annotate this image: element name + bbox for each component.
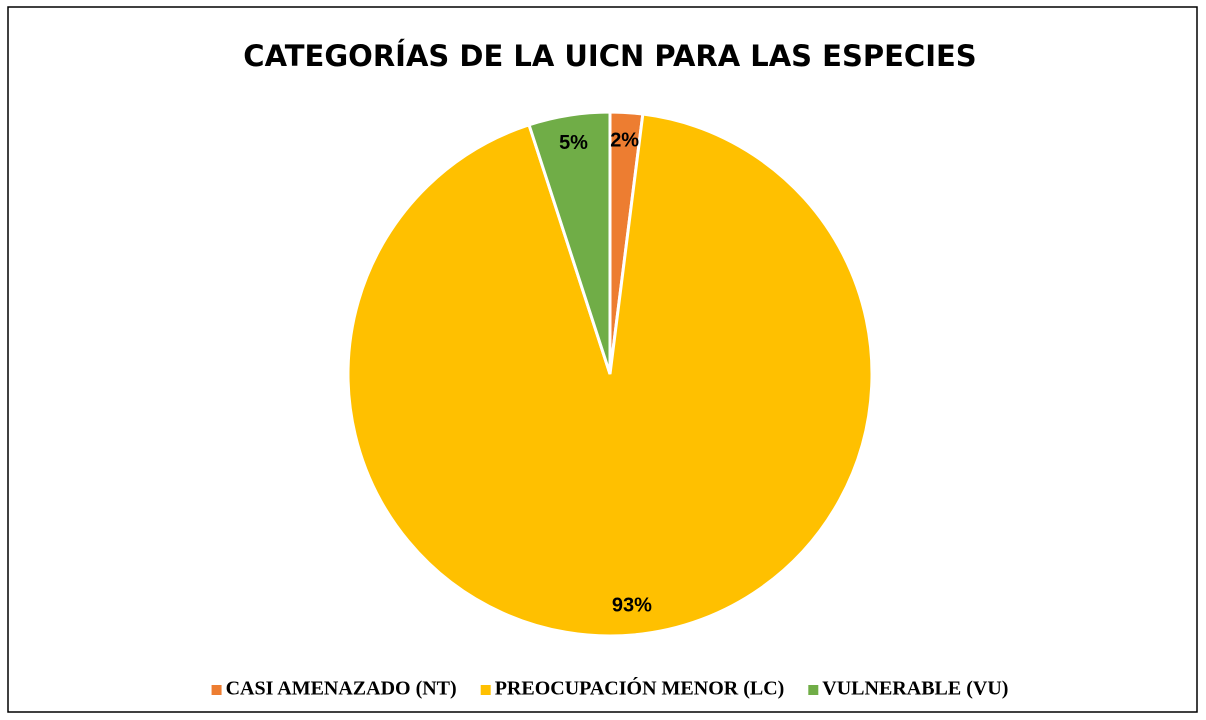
pie-slice xyxy=(346,112,874,638)
legend-label: CASI AMENAZADO (NT) xyxy=(226,678,457,700)
chart-title: CATEGORÍAS DE LA UICN PARA LAS ESPECIES xyxy=(243,39,976,73)
legend-label: PREOCUPACIÓN MENOR (LC) xyxy=(495,676,785,700)
legend-marker xyxy=(480,685,491,695)
pie-slice xyxy=(527,110,612,375)
data-label: 2% xyxy=(610,130,639,152)
data-label: 93% xyxy=(612,594,652,616)
legend-marker xyxy=(211,685,222,695)
data-label: 5% xyxy=(559,132,588,154)
legend-label: VULNERABLE (VU) xyxy=(822,678,1008,700)
legend-marker xyxy=(808,685,819,695)
